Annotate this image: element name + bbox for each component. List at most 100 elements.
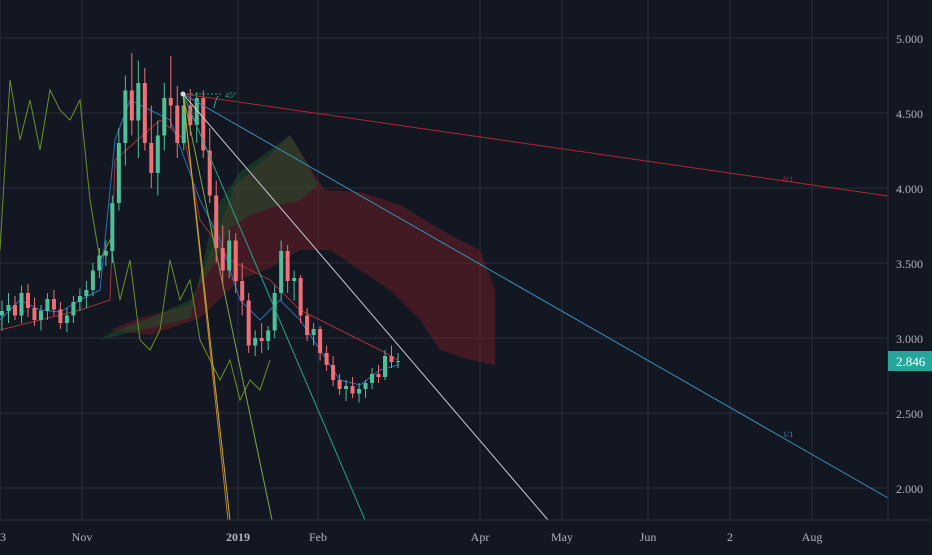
candle-body	[201, 98, 206, 151]
candle-body	[395, 361, 401, 363]
candle-body	[318, 329, 323, 353]
y-tick-label: 4.000	[896, 182, 923, 196]
fan-line-1x6[interactable]	[182, 93, 231, 521]
candle-body	[0, 311, 5, 316]
candle-body	[188, 105, 193, 125]
candle-body	[155, 135, 160, 173]
candle-body	[116, 143, 121, 203]
candle-body	[194, 98, 199, 125]
fan-line-1x1[interactable]	[182, 93, 889, 499]
candle-body	[253, 338, 258, 346]
candle-body	[292, 278, 297, 281]
x-tick-label: Feb	[309, 530, 327, 544]
fan-red-label: 8/1	[783, 175, 793, 184]
candle-body	[51, 299, 56, 310]
fan-pivot-point	[180, 91, 186, 97]
candles[interactable]	[0, 53, 401, 403]
candle-body	[84, 290, 89, 296]
x-tick-label: May	[551, 530, 573, 544]
candle-body	[181, 105, 186, 143]
candle-body	[370, 374, 375, 383]
x-tick-label: 2019	[226, 530, 250, 544]
candle-body	[285, 251, 290, 281]
candle-body	[38, 311, 43, 320]
candle-body	[6, 305, 11, 311]
candle-body	[298, 278, 303, 316]
candle-body	[331, 365, 336, 380]
ichimoku-cloud-bull	[100, 135, 318, 340]
candle-body	[259, 338, 264, 341]
candle-body	[246, 300, 251, 346]
candle-body	[357, 389, 362, 394]
candle-body	[350, 386, 355, 394]
gann-fan[interactable]	[180, 91, 889, 521]
candle-body	[32, 308, 37, 320]
candle-body	[305, 315, 310, 335]
fan-line-1x2[interactable]	[182, 93, 549, 521]
candle-body	[123, 90, 128, 143]
candle-body	[233, 240, 238, 281]
candle-body	[240, 281, 245, 301]
candle-body	[389, 356, 394, 362]
candle-body	[64, 315, 69, 323]
fan-line-1x3[interactable]	[182, 93, 366, 521]
candle-body	[311, 329, 316, 335]
x-tick-label: 3	[0, 530, 6, 544]
candle-body	[175, 105, 180, 143]
candle-body	[207, 150, 212, 196]
candle-body	[25, 293, 30, 308]
fan-line-8x1[interactable]	[182, 93, 889, 197]
candle-body	[214, 195, 219, 248]
candle-body	[90, 270, 95, 290]
fan-line-1x4[interactable]	[182, 93, 273, 521]
candle-body	[142, 83, 147, 143]
price-badge-label: 2.846	[896, 354, 926, 369]
candle-body	[162, 98, 167, 136]
candle-body	[227, 240, 232, 271]
y-tick-label: 4.500	[896, 107, 923, 121]
x-tick-label: Aug	[802, 530, 823, 544]
candle-body	[383, 356, 388, 377]
lagging-span	[0, 79, 271, 402]
x-tick-label: Nov	[72, 530, 93, 544]
candle-body	[168, 98, 173, 106]
candle-body	[136, 83, 141, 121]
x-tick-label: Apr	[471, 530, 490, 544]
grid	[0, 0, 888, 520]
candle-body	[149, 143, 154, 173]
candle-body	[363, 383, 368, 389]
candle-body	[71, 302, 76, 316]
y-tick-label: 2.500	[896, 407, 923, 421]
candle-body	[279, 251, 284, 293]
candle-body	[110, 203, 115, 251]
candle-body	[324, 353, 329, 365]
x-tick-label: 2	[727, 530, 733, 544]
x-tick-label: Jun	[640, 530, 657, 544]
candle-body	[19, 293, 24, 316]
candle-body	[344, 386, 349, 389]
fan-angle-arc	[213, 95, 219, 109]
y-tick-label: 3.000	[896, 332, 923, 346]
candle-body	[337, 380, 342, 389]
candle-body	[272, 293, 277, 331]
candle-body	[220, 248, 225, 271]
fan-angle-label: 45°	[225, 91, 236, 100]
y-tick-label: 2.000	[896, 482, 923, 496]
candle-body	[376, 374, 381, 377]
candle-body	[129, 90, 134, 121]
y-tick-label: 5.000	[896, 32, 923, 46]
y-tick-label: 3.500	[896, 257, 923, 271]
candle-body	[12, 305, 17, 316]
candle-body	[103, 251, 108, 256]
price-badge: 2.846	[888, 351, 932, 371]
candle-body	[45, 299, 50, 311]
candle-body	[97, 255, 102, 271]
candle-body	[266, 330, 271, 341]
candle-body	[58, 309, 63, 323]
candle-body	[77, 296, 82, 302]
price-badge-background	[888, 351, 932, 371]
